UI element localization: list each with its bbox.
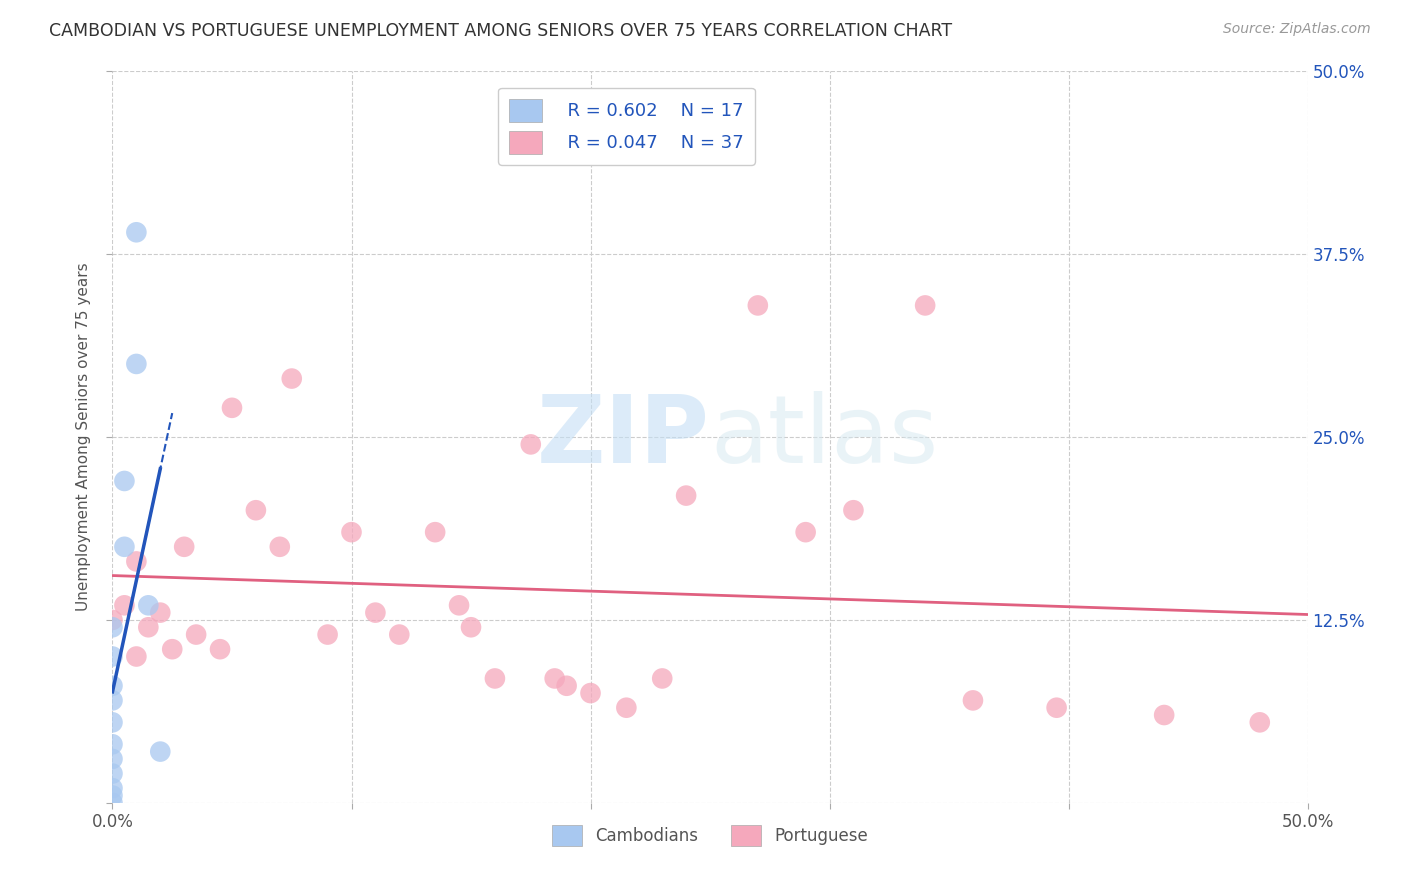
Point <box>162 642 183 657</box>
Point <box>520 437 543 451</box>
Point <box>101 679 124 693</box>
Point <box>101 796 124 810</box>
Text: CAMBODIAN VS PORTUGUESE UNEMPLOYMENT AMONG SENIORS OVER 75 YEARS CORRELATION CHA: CAMBODIAN VS PORTUGUESE UNEMPLOYMENT AMO… <box>49 22 952 40</box>
Point <box>460 620 482 634</box>
Point <box>114 599 135 613</box>
Point <box>101 766 124 780</box>
Point <box>1153 708 1175 723</box>
Text: atlas: atlas <box>710 391 938 483</box>
Legend: Cambodians, Portuguese: Cambodians, Portuguese <box>546 818 875 853</box>
Point <box>101 715 124 730</box>
Point <box>173 540 195 554</box>
Point <box>675 489 697 503</box>
Point <box>281 371 304 385</box>
Point <box>138 620 160 634</box>
Point <box>186 627 208 641</box>
Point <box>425 525 447 540</box>
Y-axis label: Unemployment Among Seniors over 75 years: Unemployment Among Seniors over 75 years <box>76 263 91 611</box>
Point <box>364 606 387 620</box>
Point <box>209 642 232 657</box>
Point <box>138 599 160 613</box>
Text: Source: ZipAtlas.com: Source: ZipAtlas.com <box>1223 22 1371 37</box>
Point <box>447 599 470 613</box>
Point <box>101 613 124 627</box>
Point <box>962 693 984 707</box>
Point <box>555 679 578 693</box>
Point <box>1046 700 1069 714</box>
Point <box>101 737 124 751</box>
Point <box>101 620 124 634</box>
Point <box>1249 715 1271 730</box>
Point <box>794 525 817 540</box>
Point <box>245 503 267 517</box>
Point <box>579 686 602 700</box>
Text: ZIP: ZIP <box>537 391 710 483</box>
Point <box>543 672 565 686</box>
Point <box>651 672 673 686</box>
Point <box>101 789 124 803</box>
Point <box>484 672 506 686</box>
Point <box>316 627 339 641</box>
Point <box>125 554 148 568</box>
Point <box>149 745 172 759</box>
Point <box>125 649 148 664</box>
Point <box>125 357 148 371</box>
Point <box>388 627 411 641</box>
Point <box>101 752 124 766</box>
Point <box>616 700 638 714</box>
Point <box>114 474 135 488</box>
Point <box>914 298 936 312</box>
Point <box>340 525 363 540</box>
Point <box>221 401 243 415</box>
Point <box>114 540 135 554</box>
Point <box>101 781 124 796</box>
Point <box>125 225 148 239</box>
Point <box>149 606 172 620</box>
Point <box>842 503 865 517</box>
Point <box>747 298 769 312</box>
Point <box>101 693 124 707</box>
Point <box>101 649 124 664</box>
Point <box>269 540 291 554</box>
